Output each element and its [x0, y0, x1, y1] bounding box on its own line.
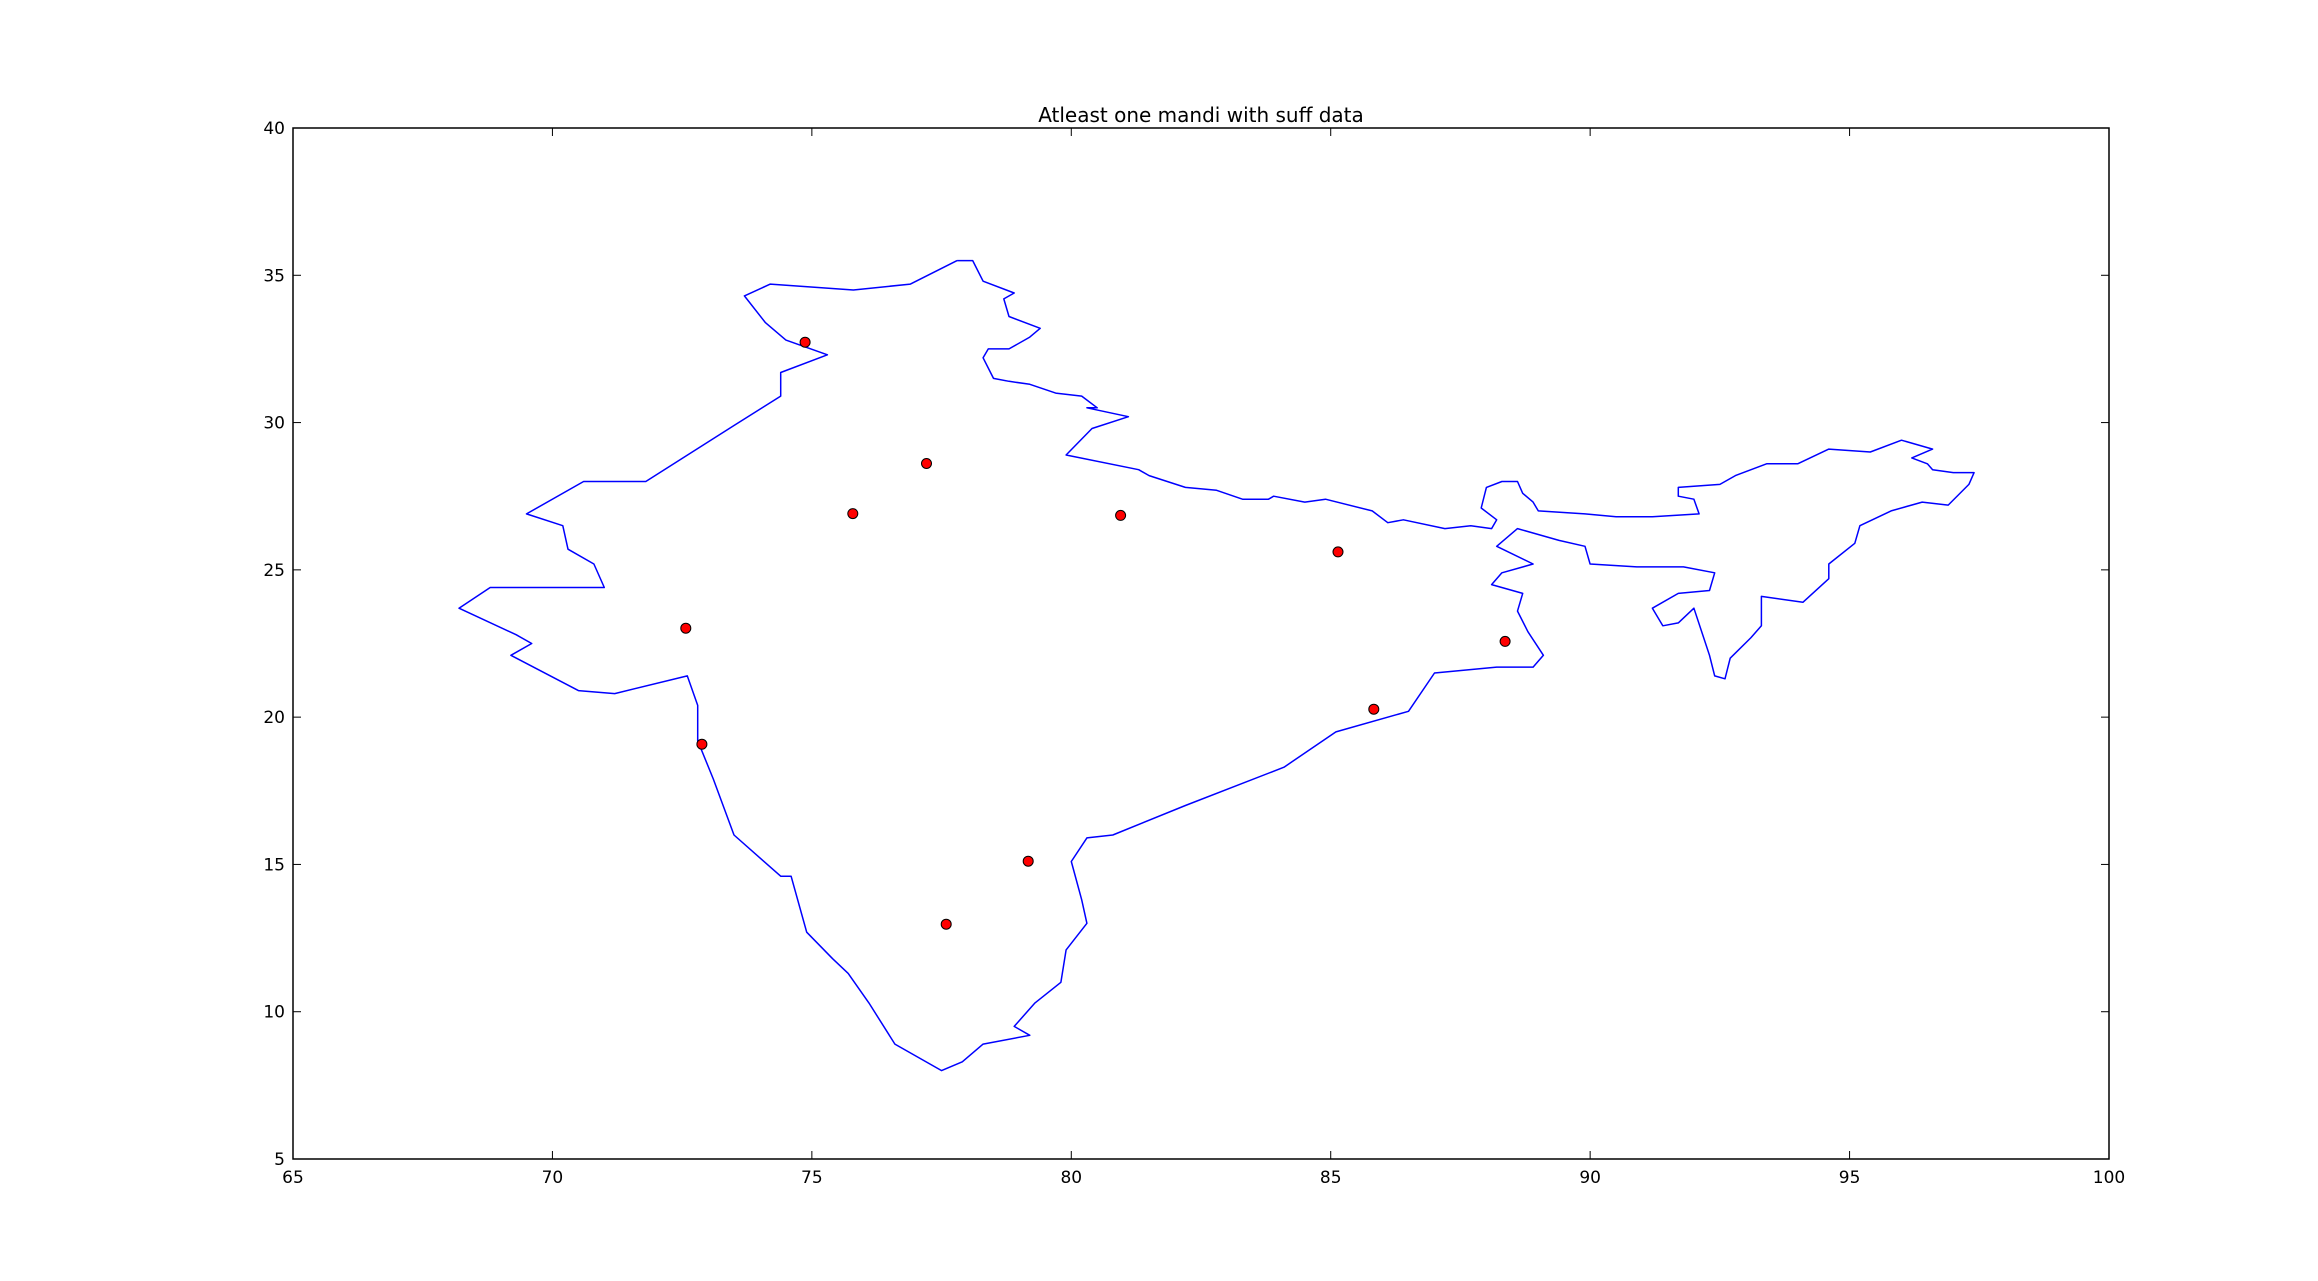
mandi-point — [847, 508, 859, 520]
y-tick-label: 25 — [263, 561, 285, 581]
mandi-point — [1115, 509, 1127, 521]
x-tick-label: 70 — [542, 1168, 564, 1188]
x-axis: 65 70 75 80 85 90 95 100 — [282, 128, 2125, 1188]
plot-frame — [292, 127, 2110, 1160]
y-tick-label: 10 — [263, 1003, 285, 1023]
mandi-point — [940, 918, 952, 930]
mandi-point — [799, 336, 811, 348]
x-tick-label: 65 — [282, 1168, 304, 1188]
mandi-point — [921, 458, 932, 469]
y-tick-label: 20 — [263, 708, 285, 728]
mandi-point — [1332, 546, 1344, 558]
mandi-point — [1022, 855, 1034, 867]
x-tick-label: 95 — [1839, 1168, 1861, 1188]
y-tick-label: 40 — [263, 119, 285, 139]
y-axis: 5 10 15 20 25 30 35 40 — [263, 119, 2109, 1170]
y-tick-label: 30 — [263, 414, 285, 434]
x-tick-label: 80 — [1060, 1168, 1082, 1188]
x-tick-label: 85 — [1320, 1168, 1342, 1188]
y-tick-label: 15 — [263, 855, 285, 875]
y-tick-label: 5 — [274, 1150, 285, 1170]
mandi-point — [1499, 635, 1511, 647]
points-layer — [680, 336, 1511, 930]
mandi-point — [1368, 703, 1380, 715]
outline-layer — [458, 259, 1975, 1072]
x-tick-label: 90 — [1579, 1168, 1601, 1188]
mandi-point — [680, 622, 692, 634]
chart-title: Atleast one mandi with suff data — [1038, 103, 1364, 127]
country-outline — [458, 259, 1975, 1072]
x-tick-label: 75 — [801, 1168, 823, 1188]
x-tick-label: 100 — [2093, 1168, 2125, 1188]
y-tick-label: 35 — [263, 266, 285, 286]
mandi-point — [696, 738, 708, 750]
